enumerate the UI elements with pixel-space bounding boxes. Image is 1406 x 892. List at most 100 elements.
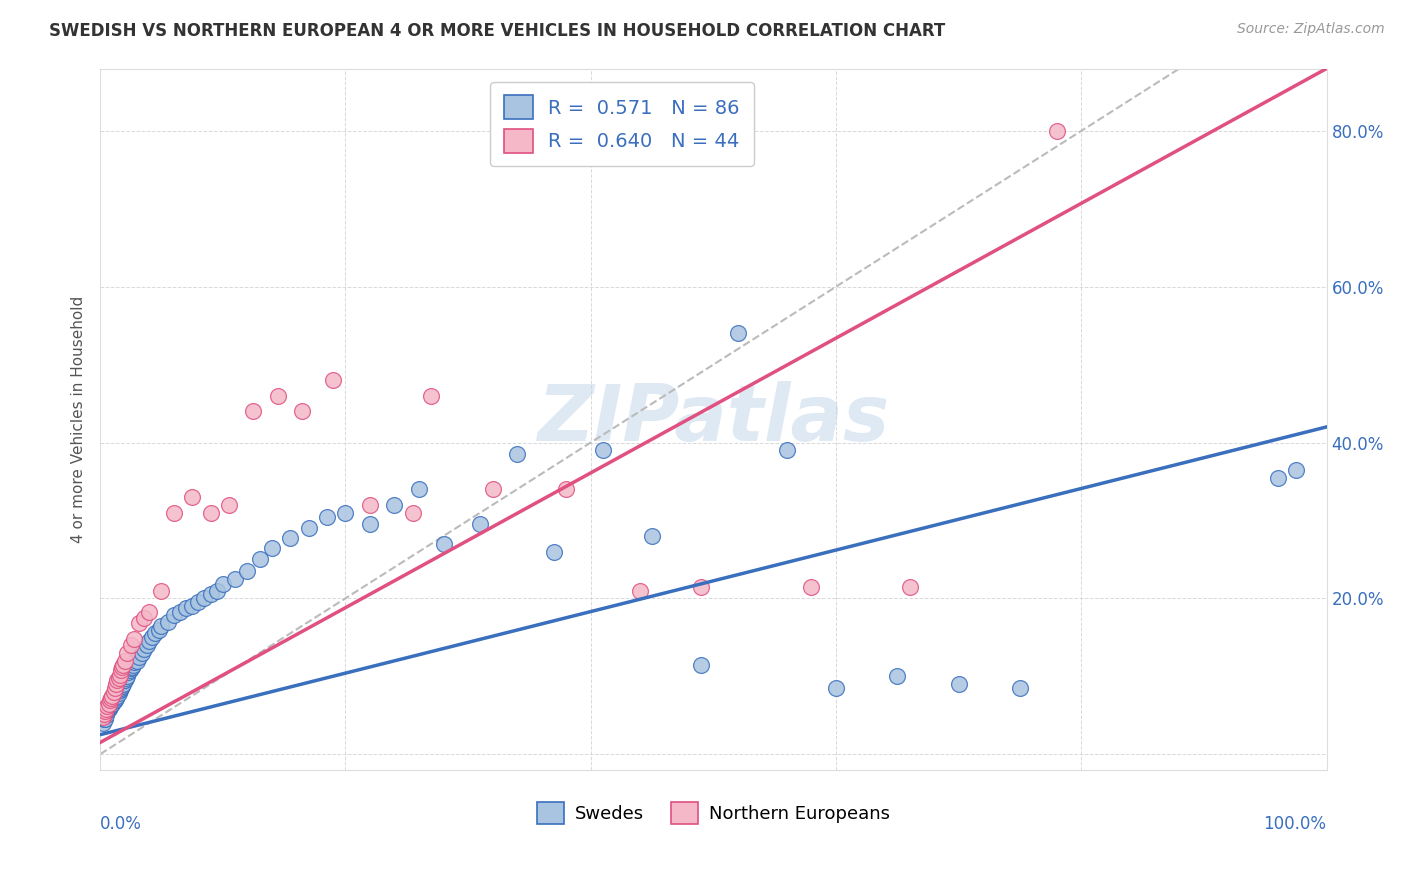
Point [114, 654, 136, 668]
Point [628, 583, 651, 598]
Point [110, 679, 132, 693]
Point [94, 704, 117, 718]
Point [96, 704, 118, 718]
Point [163, 506, 186, 520]
Point [110, 681, 132, 695]
Point [470, 517, 492, 532]
Point [200, 587, 222, 601]
Point [108, 681, 131, 695]
Point [128, 649, 150, 664]
Point [112, 673, 135, 688]
Text: 0.0%: 0.0% [100, 815, 142, 833]
Point [97, 697, 120, 711]
Point [101, 692, 124, 706]
Point [93, 706, 115, 721]
Point [316, 509, 339, 524]
Point [96, 708, 118, 723]
Point [128, 616, 150, 631]
Point [408, 482, 430, 496]
Point [124, 632, 146, 646]
Point [641, 529, 664, 543]
Point [104, 692, 127, 706]
Point [120, 638, 142, 652]
Point [291, 404, 314, 418]
Point [267, 389, 290, 403]
Text: 100.0%: 100.0% [1264, 815, 1327, 833]
Point [124, 655, 146, 669]
Point [121, 660, 143, 674]
Point [141, 630, 163, 644]
Point [122, 657, 145, 672]
Point [111, 675, 134, 690]
Point [118, 663, 141, 677]
Point [592, 443, 614, 458]
Point [103, 685, 125, 699]
Point [205, 583, 228, 598]
Point [224, 572, 246, 586]
Point [107, 686, 129, 700]
Point [169, 606, 191, 620]
Point [96, 704, 118, 718]
Point [543, 544, 565, 558]
Point [886, 669, 908, 683]
Point [506, 447, 529, 461]
Point [181, 490, 204, 504]
Point [322, 373, 344, 387]
Point [134, 642, 156, 657]
Point [103, 694, 125, 708]
Point [105, 673, 128, 688]
Text: ZIPatlas: ZIPatlas [537, 381, 890, 457]
Point [93, 712, 115, 726]
Point [134, 611, 156, 625]
Point [278, 531, 301, 545]
Point [91, 710, 114, 724]
Point [776, 443, 799, 458]
Point [218, 498, 240, 512]
Point [1285, 463, 1308, 477]
Point [96, 702, 118, 716]
Point [727, 326, 749, 341]
Point [101, 697, 124, 711]
Legend: Swedes, Northern Europeans: Swedes, Northern Europeans [530, 795, 897, 830]
Point [156, 615, 179, 629]
Point [260, 541, 283, 555]
Point [108, 683, 131, 698]
Point [98, 698, 121, 713]
Point [98, 692, 121, 706]
Point [104, 689, 127, 703]
Point [187, 595, 209, 609]
Point [110, 663, 132, 677]
Point [420, 389, 443, 403]
Point [100, 691, 122, 706]
Point [150, 583, 173, 598]
Point [98, 700, 121, 714]
Point [193, 591, 215, 606]
Point [298, 521, 321, 535]
Point [432, 537, 454, 551]
Point [111, 679, 134, 693]
Point [148, 623, 170, 637]
Point [143, 626, 166, 640]
Point [107, 683, 129, 698]
Point [359, 517, 381, 532]
Point [1046, 124, 1069, 138]
Point [131, 646, 153, 660]
Point [690, 580, 713, 594]
Point [105, 685, 128, 699]
Point [115, 669, 138, 683]
Point [111, 660, 134, 674]
Point [690, 657, 713, 672]
Point [200, 506, 222, 520]
Point [103, 691, 125, 706]
Point [105, 677, 128, 691]
Point [97, 702, 120, 716]
Point [150, 618, 173, 632]
Point [236, 564, 259, 578]
Point [1267, 470, 1289, 484]
Point [94, 712, 117, 726]
Point [1008, 681, 1031, 695]
Point [105, 686, 128, 700]
Point [135, 638, 157, 652]
Point [108, 667, 131, 681]
Point [898, 580, 921, 594]
